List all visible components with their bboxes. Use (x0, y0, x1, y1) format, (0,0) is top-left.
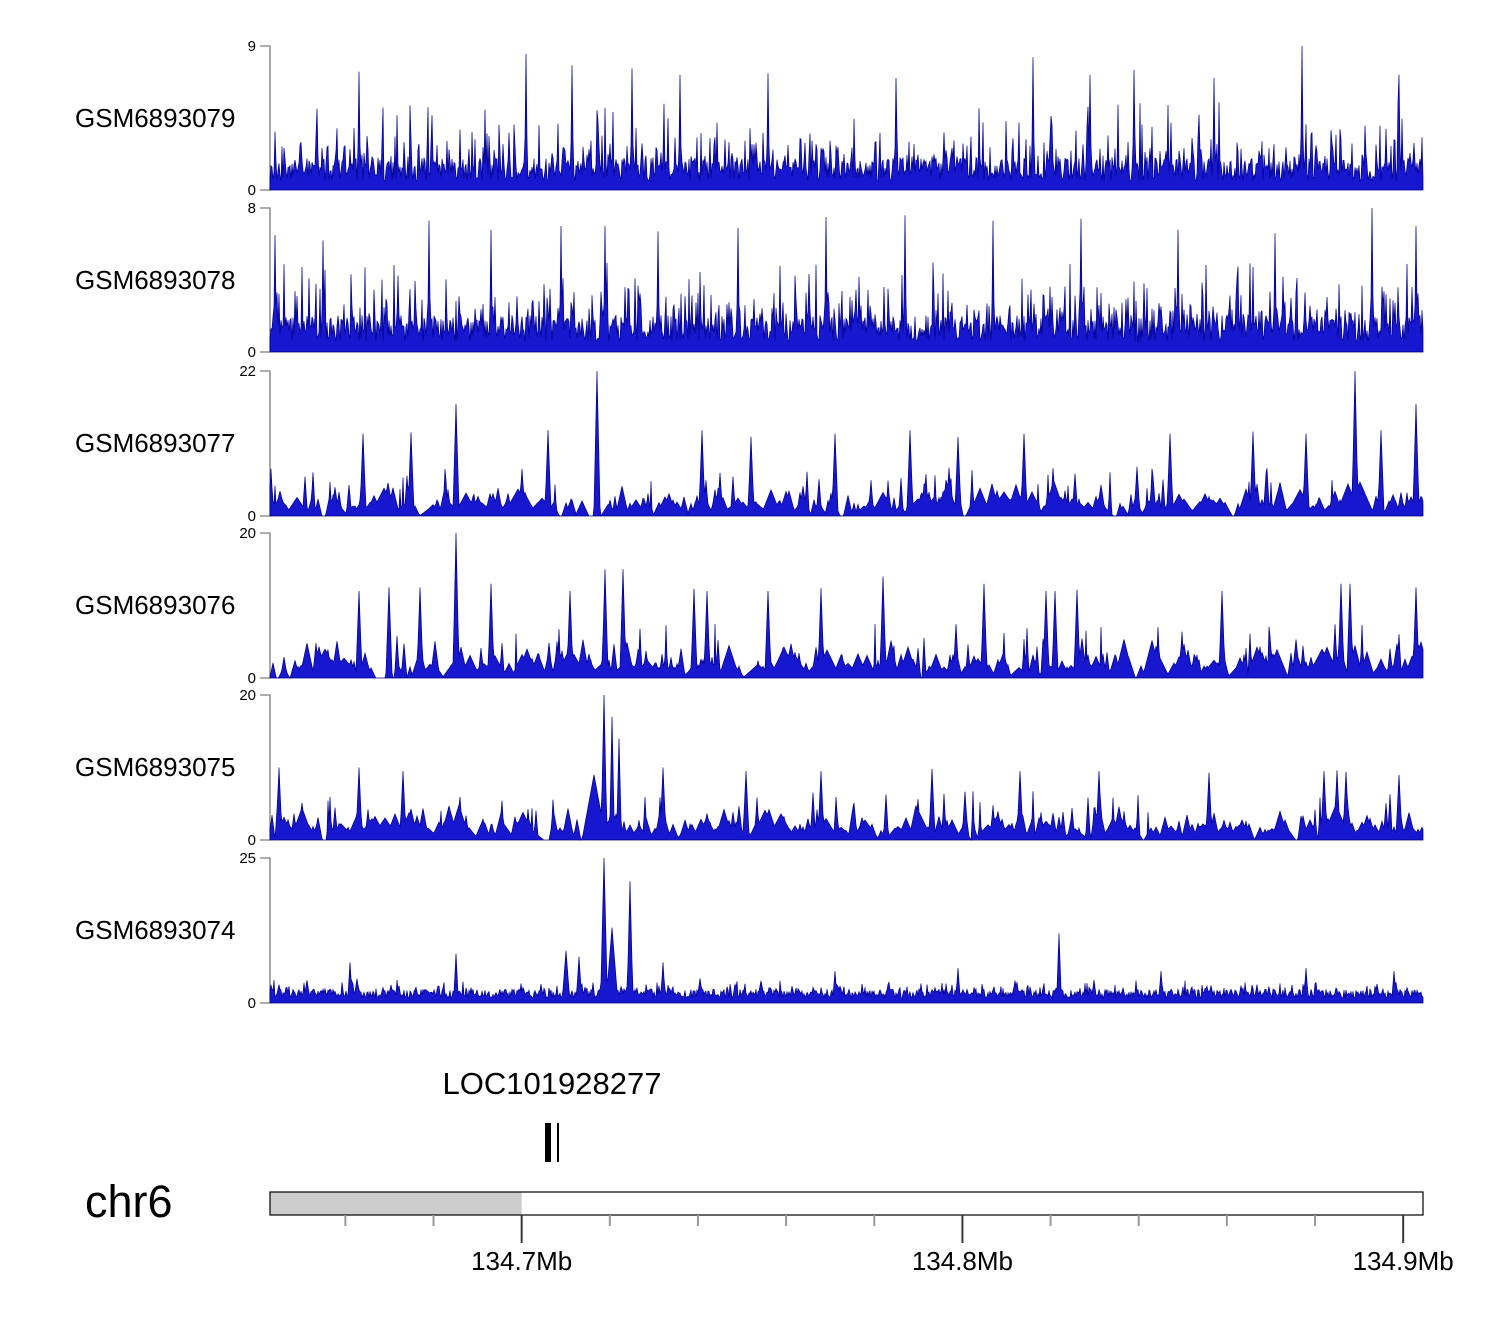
y-max-label: 8 (248, 200, 256, 217)
chromosome-bar (269, 1191, 1424, 1216)
y-axis (260, 857, 271, 1004)
gene-exon-block (556, 1123, 559, 1162)
y-max-label: 25 (239, 850, 256, 867)
coverage-plot-2: 80 (248, 200, 1424, 360)
y-min-label: 0 (248, 344, 256, 360)
track-label-1: GSM6893079 (75, 103, 236, 133)
y-max-label: 9 (248, 38, 256, 55)
track-label-2: GSM6893078 (75, 265, 236, 295)
coverage-plot-3: 22 0 (239, 363, 1424, 524)
y-axis (260, 207, 271, 353)
axis-tick-label: 134.8Mb (912, 1246, 1013, 1276)
chromosome-highlight (270, 1192, 522, 1215)
y-max-label: 20 (239, 687, 256, 704)
gene-exon-block (544, 1123, 551, 1162)
signal-area (269, 694, 1424, 842)
coverage-plot-1: 90 (248, 38, 1424, 198)
gene-label: LOC101928277 (442, 1066, 662, 1101)
y-axis (260, 532, 271, 679)
track-label-6: GSM6893074 (75, 915, 236, 945)
y-min-label: 0 (248, 182, 256, 198)
signal-area (269, 532, 1424, 679)
y-axis (260, 45, 271, 191)
signal-area (269, 857, 1424, 1004)
y-max-label: 22 (239, 363, 256, 380)
genome-axis: 134.7Mb 134.8Mb 134.9Mb (269, 1191, 1454, 1276)
y-max-label: 20 (239, 525, 256, 542)
y-min-label: 0 (248, 832, 256, 848)
signal-area (269, 207, 1424, 353)
track-label-4: GSM6893076 (75, 590, 236, 620)
coverage-plot-5: 20 0 (239, 687, 1424, 848)
axis-tick-label: 134.7Mb (471, 1246, 572, 1276)
y-axis (260, 370, 271, 517)
signal-area (269, 45, 1424, 191)
track-label-3: GSM6893077 (75, 428, 236, 458)
y-min-label: 0 (248, 508, 256, 524)
signal-area (269, 370, 1424, 517)
y-axis (260, 694, 271, 841)
track-label-5: GSM6893075 (75, 752, 236, 782)
coverage-plot-4: 20 0 (239, 525, 1424, 686)
coverage-plot-6: 25 0 (239, 850, 1424, 1011)
axis-tick-label: 134.9Mb (1353, 1246, 1454, 1276)
y-min-label: 0 (248, 995, 256, 1011)
y-min-label: 0 (248, 670, 256, 686)
chromosome-name: chr6 (85, 1176, 173, 1227)
